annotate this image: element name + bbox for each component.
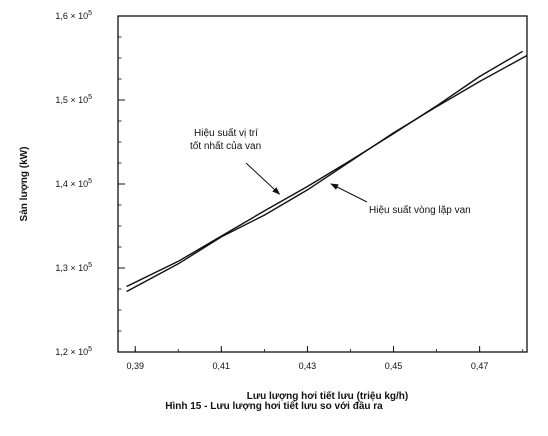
y-tick-mantissa: 1,4 × 10: [55, 179, 88, 189]
y-tick-exponent: 5: [88, 178, 92, 185]
figure-caption: Hình 15 - Lưu lượng hơi tiết lưu so với …: [165, 401, 383, 412]
y-tick-mantissa: 1,3 × 10: [55, 263, 88, 273]
y-tick-exponent: 5: [88, 346, 92, 353]
y-tick-label: 1,2 × 105: [55, 346, 92, 357]
annotation-arrow-2: [330, 183, 368, 203]
y-tick-label: 1,5 × 105: [55, 94, 92, 105]
series-line-2: [126, 54, 528, 293]
x-tick-label: 0,41: [213, 361, 231, 371]
series-line-1: [126, 50, 524, 288]
series-lines: [126, 50, 528, 293]
x-tick-label: 0,39: [126, 361, 144, 371]
y-tick-exponent: 5: [88, 10, 92, 17]
x-axis-title: Lưu lượng hơi tiết lưu (triệu kg/h): [247, 390, 408, 402]
annotation-valve-loop: Hiệu suất vòng lặp van: [369, 204, 471, 216]
y-tick-exponent: 5: [88, 94, 92, 101]
x-axis-ticks: 0,39 0,41 0,43 0,45 0,47: [126, 346, 524, 371]
x-tick-label: 0,43: [299, 361, 317, 371]
y-axis-title: Sản lượng (kW): [19, 147, 30, 222]
annotation-line: tốt nhất của van: [190, 140, 261, 152]
chart-axes: [117, 15, 528, 353]
y-tick-label: 1,3 × 105: [55, 262, 92, 273]
annotation-best-position: Hiệu suất vị trí tốt nhất của van: [190, 127, 261, 152]
plot-frame: [117, 15, 528, 353]
annotation-line: Hiệu suất vị trí: [194, 127, 258, 139]
y-tick-mantissa: 1,6 × 10: [55, 11, 88, 21]
y-tick-label: 1,4 × 105: [55, 178, 92, 189]
y-tick-exponent: 5: [88, 262, 92, 269]
x-tick-label: 0,45: [385, 361, 403, 371]
x-tick-label: 0,47: [471, 361, 489, 371]
y-tick-mantissa: 1,2 × 10: [55, 347, 88, 357]
y-tick-mantissa: 1,5 × 10: [55, 95, 88, 105]
y-tick-label: 1,6 × 105: [55, 10, 92, 21]
annotation-arrow-1: [245, 162, 281, 195]
